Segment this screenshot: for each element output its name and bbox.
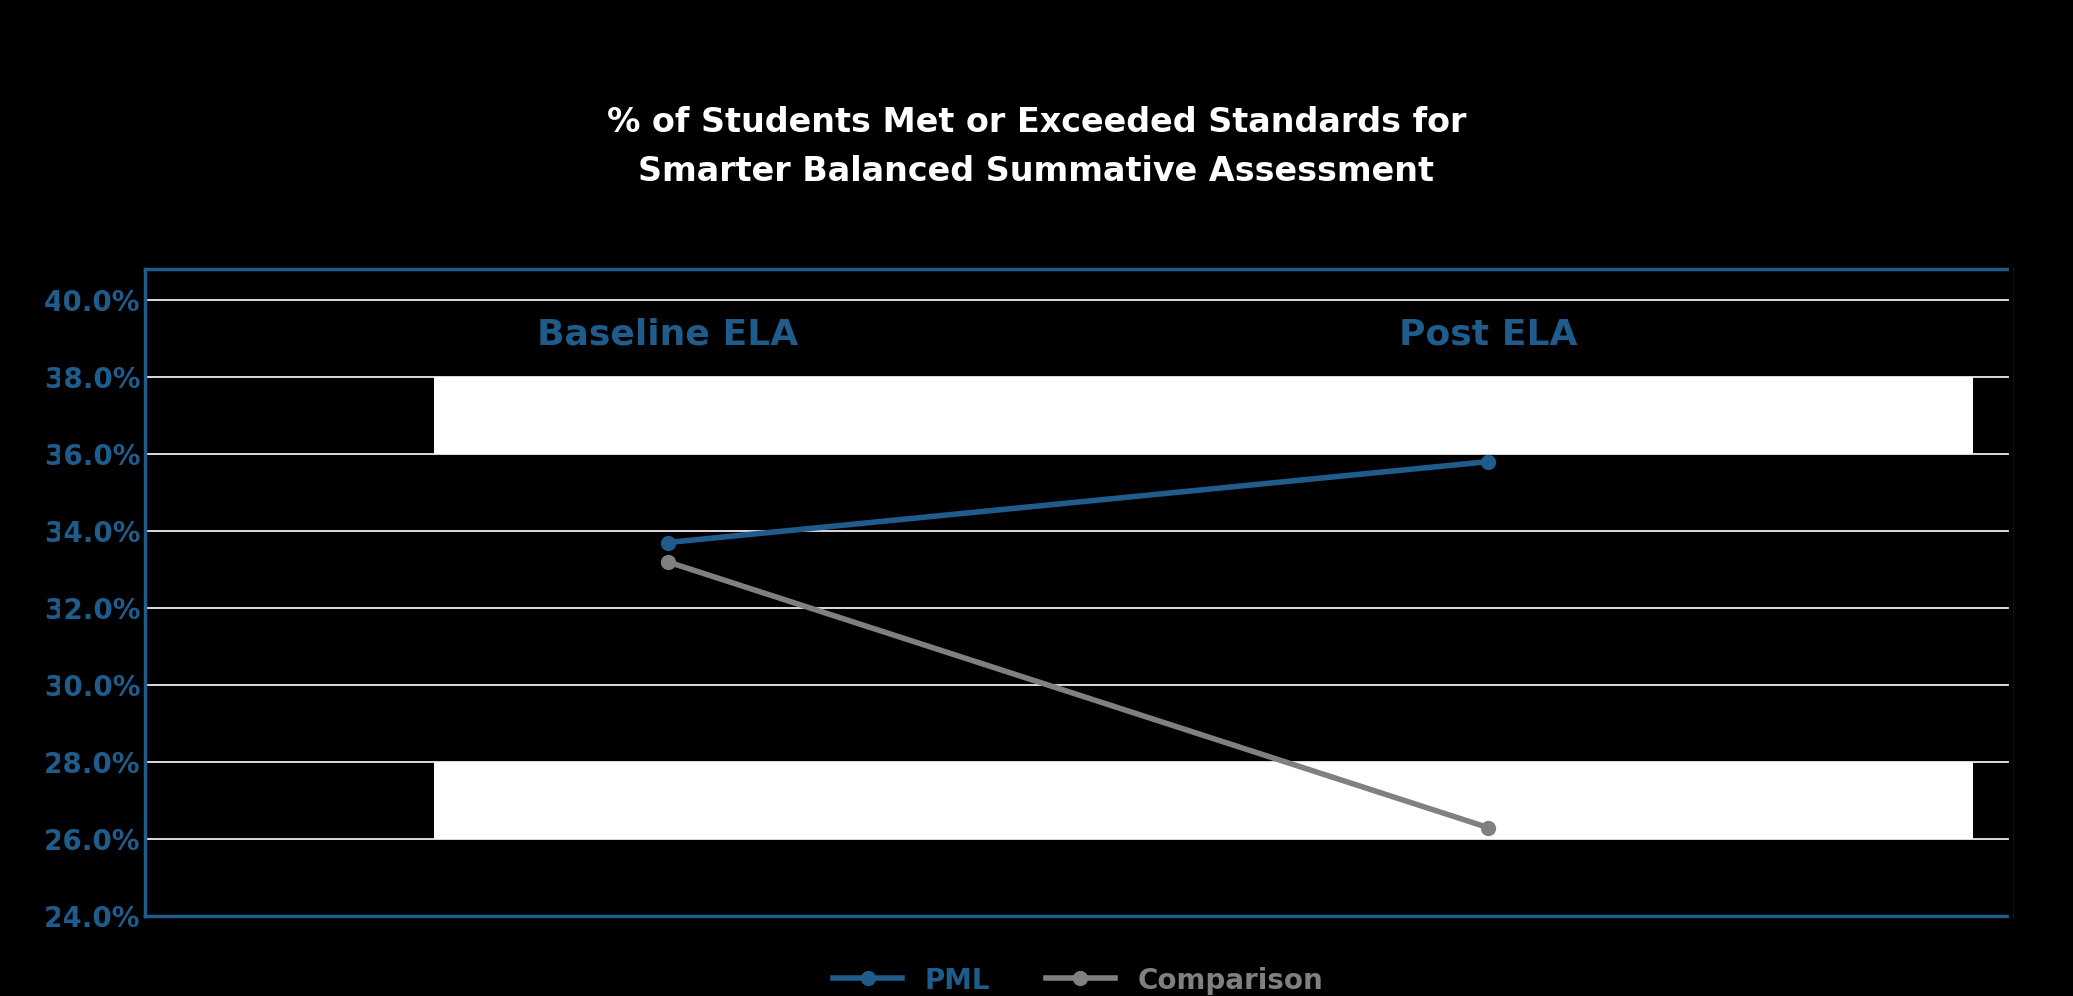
Bar (435, 376, 1973, 454)
Text: % of Students Met or Exceeded Standards for
Smarter Balanced Summative Assessmen: % of Students Met or Exceeded Standards … (607, 107, 1466, 187)
PML (655, 537, 680, 549)
Comparison (655, 556, 680, 568)
Legend: PML, Comparison: PML, Comparison (821, 956, 1335, 996)
Comparison (1476, 822, 1501, 834)
Line: Comparison: Comparison (661, 555, 1495, 835)
PML (1476, 455, 1501, 467)
Text: Post ELA: Post ELA (1399, 318, 1578, 352)
Line: PML: PML (661, 454, 1495, 550)
Bar (435, 762, 1973, 840)
Text: Baseline ELA: Baseline ELA (537, 318, 798, 352)
